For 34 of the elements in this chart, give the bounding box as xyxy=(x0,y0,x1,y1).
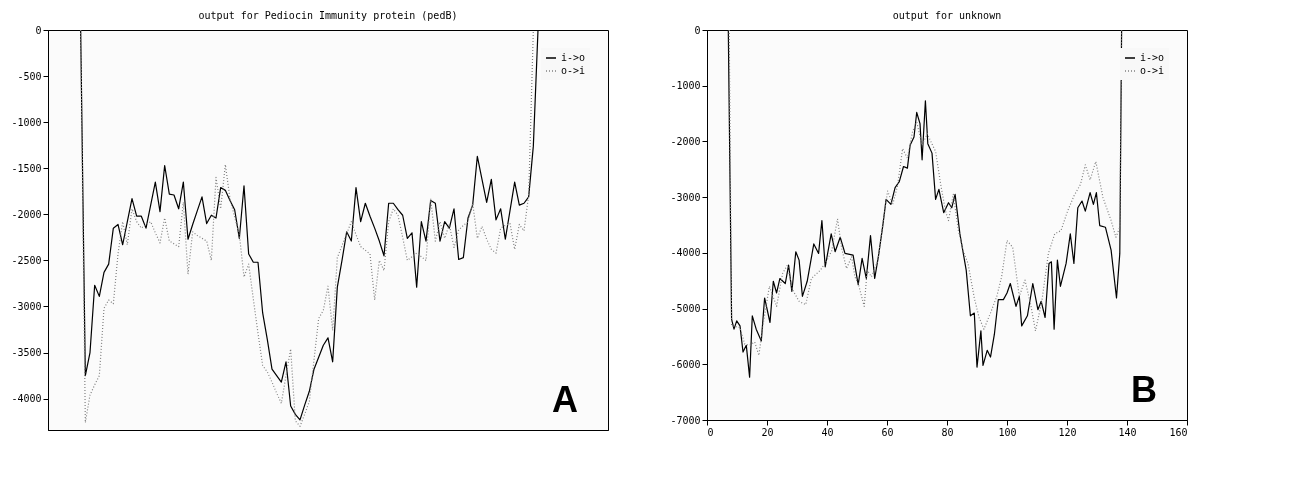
legend-label: i->o xyxy=(561,52,586,63)
x-tick-label: 140 xyxy=(1118,426,1137,438)
annotation: B xyxy=(1131,369,1157,410)
chart-title: output for unknown xyxy=(892,10,1002,21)
x-tick-label: 120 xyxy=(1058,426,1077,438)
y-tick-label: -3000 xyxy=(11,301,42,312)
y-tick-label: -2000 xyxy=(670,135,701,147)
x-tick-label: 0 xyxy=(707,426,714,438)
y-tick-label: -5000 xyxy=(670,303,701,315)
x-tick-label: 20 xyxy=(761,426,774,438)
y-tick-label: -500 xyxy=(17,70,42,82)
chart-title: output for Pediocin Immunity protein (pedB) xyxy=(198,10,458,21)
x-tick-label: 60 xyxy=(881,426,894,438)
annotation: A xyxy=(552,379,578,420)
y-tick-label: -3500 xyxy=(11,347,42,359)
y-tick-label: -1500 xyxy=(11,162,42,174)
y-tick-label: -4000 xyxy=(11,393,42,405)
legend-label: i->o xyxy=(1140,52,1165,63)
y-tick-label: -4000 xyxy=(670,247,701,259)
x-tick-label: 40 xyxy=(821,426,834,438)
y-tick-label: -6000 xyxy=(670,358,701,370)
y-tick-label: -2500 xyxy=(11,254,42,266)
x-tick-label: 80 xyxy=(941,426,954,438)
y-tick-label: -1000 xyxy=(11,116,42,128)
x-tick-label: 160 xyxy=(1169,426,1188,438)
legend-label: o->i xyxy=(561,65,586,76)
x-tick-label: 100 xyxy=(998,426,1017,438)
y-tick-label: 0 xyxy=(694,24,701,36)
y-tick-label: -3000 xyxy=(670,191,701,203)
y-tick-label: -1000 xyxy=(670,80,701,92)
y-tick-label: -2000 xyxy=(11,208,42,220)
y-tick-label: 0 xyxy=(35,24,42,36)
y-tick-label: -7000 xyxy=(670,414,701,426)
legend-label: o->i xyxy=(1140,65,1165,76)
